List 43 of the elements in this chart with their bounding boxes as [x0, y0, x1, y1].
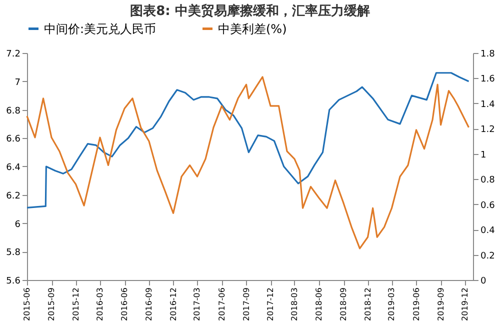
legend-label: 中美利差(%) — [218, 22, 287, 36]
y2-tick-label: 0.2 — [480, 251, 495, 262]
x-tick-label: 2019-09 — [436, 288, 446, 321]
x-tick-label: 2019-06 — [412, 288, 421, 321]
x-tick-label: 2015-06 — [22, 288, 32, 321]
legend-label: 中间价:美元兑人民币 — [44, 22, 156, 36]
y-tick-label: 7 — [14, 78, 20, 88]
y2-tick-label: 1 — [480, 150, 486, 160]
x-tick-label: 2018-12 — [363, 288, 372, 321]
y2-tick-label: 1.8 — [480, 50, 496, 60]
x-tick-label: 2018-06 — [314, 288, 324, 321]
x-tick-label: 2016-06 — [120, 288, 130, 321]
line-series — [26, 72, 470, 208]
x-tick-label: 2018-09 — [339, 288, 348, 321]
y2-tick-label: 1.4 — [480, 100, 496, 110]
y-tick-label: 6.8 — [6, 106, 21, 116]
y2-tick-label: 1.2 — [480, 125, 495, 136]
y-tick-label: 5.8 — [6, 248, 21, 258]
y-tick-label: 6 — [14, 220, 21, 230]
x-tick-label: 2017-03 — [192, 288, 202, 321]
y2-tick-label: 1.6 — [480, 74, 496, 85]
x-tick-label: 2016-09 — [144, 288, 154, 321]
x-tick-label: 2016-12 — [168, 288, 178, 321]
x-tick-label: 2015-12 — [71, 288, 80, 321]
line-series — [26, 76, 470, 250]
x-tick-label: 2019-03 — [387, 288, 396, 321]
y2-tick-label: 0.4 — [480, 226, 496, 236]
chart-title: 图表8: 中美贸易摩擦缓和，汇率压力缓解 — [130, 3, 370, 19]
y2-tick-label: 0.8 — [480, 176, 496, 186]
x-tick-label: 2017-09 — [242, 288, 251, 321]
x-tick-label: 2015-09 — [47, 288, 56, 321]
y-tick-label: 6.2 — [6, 191, 20, 202]
y2-tick-label: 0.6 — [480, 200, 496, 211]
x-tick-label: 2018-03 — [290, 288, 299, 321]
x-tick-label: 2016-03 — [96, 288, 104, 321]
y-tick-label: 6.6 — [6, 134, 21, 145]
x-tick-label: 2017-06 — [217, 288, 226, 321]
y-tick-label: 5.6 — [6, 276, 21, 286]
y-tick-label: 7.2 — [6, 50, 20, 60]
x-tick-label: 2019-12 — [460, 288, 470, 321]
x-tick-label: 2017-12 — [266, 288, 276, 321]
y2-tick-label: 0 — [480, 276, 486, 286]
y-tick-label: 6.4 — [6, 163, 21, 173]
